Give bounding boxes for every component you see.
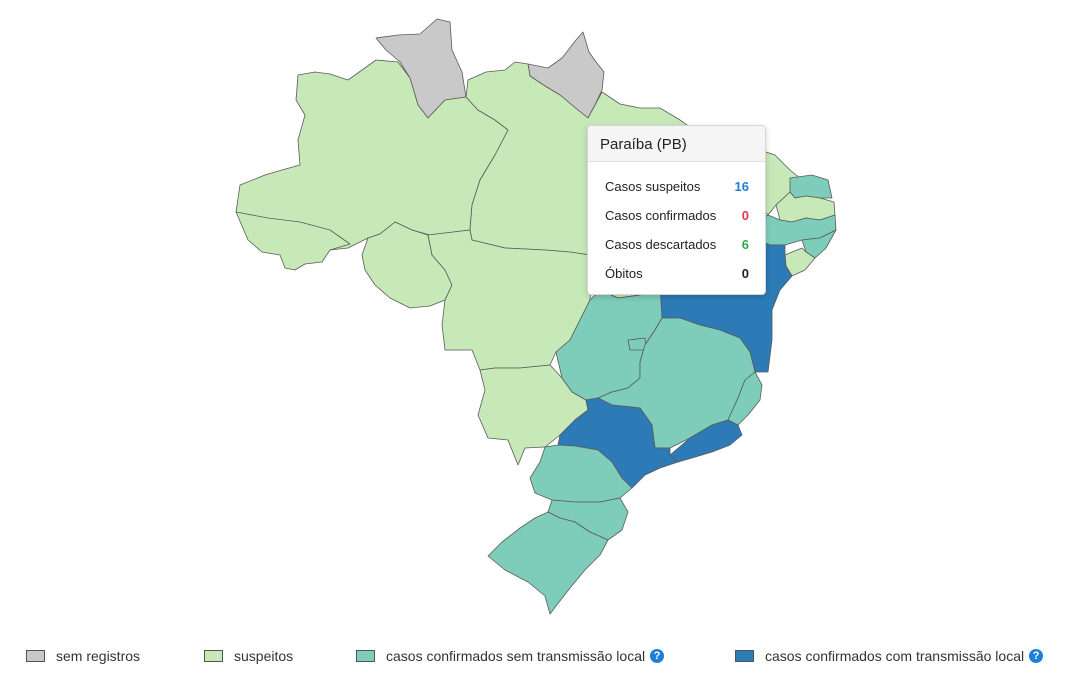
legend-swatch bbox=[26, 650, 45, 662]
state-df[interactable] bbox=[627, 337, 647, 351]
tooltip-label: Óbitos bbox=[605, 266, 643, 281]
tooltip-row-obitos: Óbitos 0 bbox=[605, 259, 749, 288]
tooltip-value: 0 bbox=[741, 266, 749, 281]
state-ac[interactable] bbox=[235, 211, 351, 271]
legend-swatch bbox=[204, 650, 223, 662]
legend-swatch bbox=[356, 650, 375, 662]
tooltip-label: Casos suspeitos bbox=[605, 179, 701, 194]
tooltip-row-suspeitos: Casos suspeitos 16 bbox=[605, 172, 749, 201]
legend-label: sem registros bbox=[56, 648, 141, 664]
legend-label: casos confirmados com transmissão local bbox=[765, 648, 1025, 664]
tooltip-row-descartados: Casos descartados 6 bbox=[605, 230, 749, 259]
state-es[interactable] bbox=[727, 371, 763, 426]
tooltip-value: 6 bbox=[741, 237, 749, 252]
state-tooltip: Paraíba (PB) Casos suspeitos 16 Casos co… bbox=[587, 125, 766, 295]
legend-item-sem-registros: sem registros bbox=[26, 648, 140, 664]
legend-item-confirmados-sem-transmissao: casos confirmados sem transmissão local … bbox=[356, 648, 665, 664]
tooltip-label: Casos confirmados bbox=[605, 208, 717, 223]
legend-label: suspeitos bbox=[234, 648, 294, 664]
tooltip-title: Paraíba (PB) bbox=[588, 126, 765, 162]
tooltip-label: Casos descartados bbox=[605, 237, 717, 252]
legend-label: casos confirmados sem transmissão local bbox=[386, 648, 646, 664]
state-mt[interactable] bbox=[427, 229, 593, 371]
help-icon[interactable]: ? bbox=[1029, 649, 1044, 663]
legend-item-confirmados-com-transmissao: casos confirmados com transmissão local … bbox=[735, 648, 1044, 664]
tooltip-value: 0 bbox=[741, 208, 749, 223]
brazil-map bbox=[235, 18, 837, 615]
help-icon[interactable]: ? bbox=[650, 649, 665, 663]
state-rn[interactable] bbox=[789, 174, 833, 199]
map-legend: sem registros suspeitos casos confirmado… bbox=[0, 648, 1075, 670]
tooltip-row-confirmados: Casos confirmados 0 bbox=[605, 201, 749, 230]
tooltip-value: 16 bbox=[734, 179, 749, 194]
state-rs[interactable] bbox=[487, 511, 609, 615]
state-sp[interactable] bbox=[557, 397, 679, 489]
legend-swatch bbox=[735, 650, 754, 662]
legend-item-suspeitos: suspeitos bbox=[204, 648, 293, 664]
